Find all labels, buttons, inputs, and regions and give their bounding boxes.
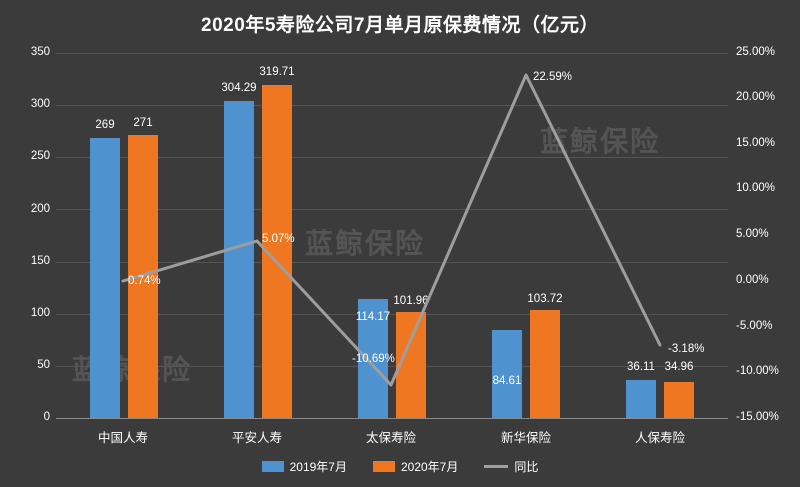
gridline bbox=[56, 365, 728, 367]
bar-value-2020-2: 101.96 bbox=[393, 295, 429, 307]
legend-label-yoy: 同比 bbox=[514, 460, 539, 474]
y-tick-left-100: 100 bbox=[30, 307, 50, 319]
legend-label-2020: 2020年7月 bbox=[400, 460, 459, 474]
bar-2019-人保寿险[interactable] bbox=[626, 380, 656, 418]
bar-value-2019-1: 304.29 bbox=[221, 82, 257, 94]
chart-title: 2020年5寿险公司7月单月原保费情况（亿元） bbox=[201, 15, 599, 36]
x-axis-line bbox=[56, 418, 728, 419]
y-tick-left-350: 350 bbox=[30, 46, 50, 58]
legend-swatch-2019-icon bbox=[261, 461, 284, 472]
line-value-4: -3.18% bbox=[668, 343, 705, 355]
gridline bbox=[56, 105, 728, 107]
legend-item-2019[interactable]: 2019年7月 bbox=[261, 458, 347, 475]
gridline bbox=[56, 313, 728, 315]
bar-2019-太保寿险[interactable] bbox=[358, 298, 388, 418]
bar-value-2020-1: 319.71 bbox=[259, 66, 295, 78]
bar-value-2019-4: 36.11 bbox=[627, 361, 655, 373]
x-category-3: 新华保险 bbox=[500, 431, 551, 445]
bar-value-2019-2: 114.17 bbox=[355, 311, 391, 323]
y-tick-right-neg10: -10.00% bbox=[736, 365, 779, 377]
plot-area: 269 271 304.29 319.71 114.17 101.96 84.6… bbox=[56, 53, 728, 419]
y-tick-right-25: 25.00% bbox=[736, 46, 776, 58]
y-tick-right-5: 5.00% bbox=[736, 228, 769, 240]
gridline bbox=[56, 261, 728, 263]
legend-label-2019: 2019年7月 bbox=[289, 460, 347, 474]
y-tick-left-250: 250 bbox=[30, 150, 50, 162]
y-tick-left-200: 200 bbox=[30, 203, 50, 215]
line-value-3: 22.59% bbox=[533, 71, 573, 83]
y-tick-left-300: 300 bbox=[30, 98, 50, 110]
legend-swatch-2020-icon bbox=[372, 461, 395, 472]
gridline bbox=[56, 209, 728, 211]
line-value-1: 5.07% bbox=[262, 233, 295, 245]
bar-value-2020-4: 34.96 bbox=[664, 361, 694, 373]
bar-2020-新华保险[interactable] bbox=[530, 309, 560, 418]
y-tick-right-0: 0.00% bbox=[736, 274, 769, 286]
bar-value-2020-3: 103.72 bbox=[527, 293, 563, 305]
x-category-2: 太保寿险 bbox=[365, 431, 416, 445]
x-category-1: 平安人寿 bbox=[231, 431, 282, 445]
y-tick-left-0: 0 bbox=[43, 411, 50, 423]
bar-value-2019-0: 269 bbox=[95, 119, 115, 131]
y-tick-right-neg5: -5.00% bbox=[736, 320, 773, 332]
line-value-2: -10.69% bbox=[352, 353, 395, 365]
bar-value-2019-3: 84.61 bbox=[492, 375, 522, 387]
line-value-0: 0.74% bbox=[128, 275, 161, 287]
bar-2020-人保寿险[interactable] bbox=[664, 381, 694, 418]
y-tick-right-neg15: -15.00% bbox=[736, 411, 779, 423]
bar-2019-平安人寿[interactable] bbox=[224, 100, 254, 418]
x-category-0: 中国人寿 bbox=[97, 431, 148, 445]
x-category-4: 人保寿险 bbox=[634, 431, 685, 445]
line-series-同比 bbox=[121, 73, 662, 387]
y-tick-right-20: 20.00% bbox=[736, 91, 776, 103]
y-tick-right-10: 10.00% bbox=[736, 182, 776, 194]
gridline bbox=[56, 157, 728, 159]
bar-2019-中国人寿[interactable] bbox=[90, 137, 120, 418]
y-tick-left-150: 150 bbox=[30, 255, 50, 267]
y-tick-right-15: 15.00% bbox=[736, 137, 776, 149]
bar-2019-新华保险[interactable] bbox=[492, 329, 522, 418]
legend-line-yoy-icon bbox=[484, 465, 509, 468]
gridline bbox=[56, 53, 728, 54]
y-tick-left-50: 50 bbox=[37, 359, 50, 371]
bar-value-2020-0: 271 bbox=[133, 117, 153, 129]
legend-item-yoy[interactable]: 同比 bbox=[484, 458, 538, 475]
chart-legend: 2019年7月 2020年7月 同比 bbox=[0, 458, 800, 475]
legend-item-2020[interactable]: 2020年7月 bbox=[372, 458, 459, 475]
